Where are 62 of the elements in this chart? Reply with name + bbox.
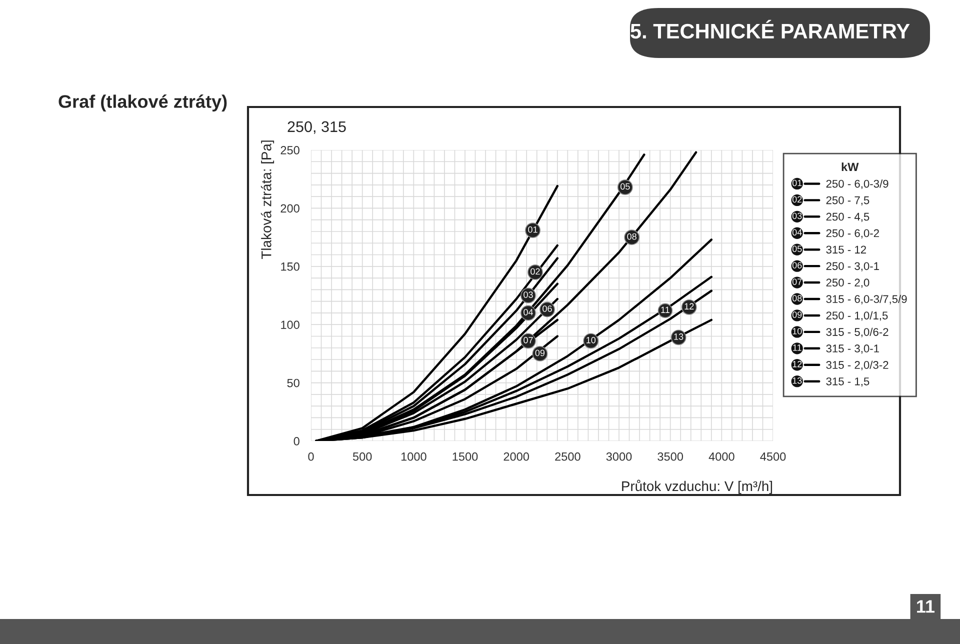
x-tick-label: 2500 bbox=[555, 452, 580, 461]
y-tick-label: 100 bbox=[281, 320, 300, 329]
x-tick-label: 4500 bbox=[760, 452, 786, 461]
legend-label: 315 - 2,0/3-2 bbox=[826, 360, 888, 370]
legend-label: 250 - 3,0-1 bbox=[826, 262, 879, 272]
y-axis-title: Tlaková ztráta: [Pa] bbox=[260, 140, 274, 259]
y-tick-label: 150 bbox=[281, 262, 300, 271]
legend-label: 315 - 1,5 bbox=[826, 377, 870, 387]
annotation: 03 bbox=[524, 292, 533, 298]
text: 04 bbox=[792, 229, 802, 236]
chart-subtitle: 250, 315 bbox=[288, 121, 346, 134]
x-tick-label: 3000 bbox=[606, 452, 632, 461]
text: 10 bbox=[792, 328, 802, 334]
x-tick-label: 0 bbox=[308, 452, 314, 461]
x-tick-label: 2000 bbox=[504, 452, 530, 461]
text: 09 bbox=[792, 312, 802, 318]
legend-label: 315 - 6,0-3/7,5/9 bbox=[826, 294, 907, 304]
annotation: 11 bbox=[661, 306, 670, 313]
text: 5. TECHNICKÉ PARAMETRY bbox=[630, 20, 910, 39]
legend-label: 250 - 6,0-3/9 bbox=[826, 180, 888, 190]
text: 13 bbox=[792, 377, 802, 384]
annotation: 13 bbox=[674, 333, 684, 340]
annotation: 05 bbox=[620, 183, 630, 190]
legend-label: 315 - 3,0-1 bbox=[826, 344, 879, 354]
y-tick-label: 250 bbox=[280, 146, 300, 154]
y-tick-label: 50 bbox=[287, 378, 300, 388]
legend-label: 250 - 7,5 bbox=[826, 196, 870, 206]
text: 12 bbox=[792, 360, 802, 368]
annotation: 10 bbox=[586, 336, 596, 344]
x-axis-title: Průtok vzduchu: V [m³/h] bbox=[622, 480, 772, 494]
annotation: 08 bbox=[627, 233, 636, 240]
text: 07 bbox=[792, 278, 802, 285]
annotation: 04 bbox=[524, 308, 533, 316]
text: 03 bbox=[792, 212, 802, 220]
text: 06 bbox=[792, 262, 802, 268]
annotation: 01 bbox=[528, 226, 538, 233]
text: 11 bbox=[793, 344, 802, 351]
annotation: 07 bbox=[524, 336, 533, 344]
x-tick-label: 3500 bbox=[658, 452, 684, 461]
legend-title: kW bbox=[842, 162, 859, 171]
text: 05 bbox=[792, 246, 802, 252]
legend-label: 250 - 6,0-2 bbox=[826, 229, 879, 238]
text: 08 bbox=[792, 295, 802, 302]
text: Graf (tlakové ztráty) bbox=[58, 94, 227, 112]
text: 01 bbox=[792, 180, 802, 186]
x-tick-label: 1500 bbox=[452, 452, 478, 461]
annotation: 02 bbox=[530, 268, 540, 275]
legend-label: 250 - 1,0/1,5 bbox=[826, 311, 888, 321]
legend-label: 250 - 2,0 bbox=[826, 278, 870, 288]
annotation: 12 bbox=[684, 303, 694, 310]
legend-label: 315 - 12 bbox=[826, 246, 866, 254]
text: 02 bbox=[792, 196, 802, 203]
x-tick-label: 500 bbox=[352, 452, 372, 461]
text: 11 bbox=[917, 600, 934, 613]
legend-label: 315 - 5,0/6-2 bbox=[826, 328, 888, 338]
y-tick-label: 200 bbox=[280, 204, 300, 213]
annotation: 09 bbox=[535, 350, 545, 356]
legend-label: 250 - 4,5 bbox=[826, 212, 870, 222]
annotation: 06 bbox=[542, 306, 552, 312]
x-tick-label: 1000 bbox=[401, 452, 426, 461]
y-tick-label: 0 bbox=[294, 437, 300, 446]
x-tick-label: 4000 bbox=[708, 452, 734, 461]
